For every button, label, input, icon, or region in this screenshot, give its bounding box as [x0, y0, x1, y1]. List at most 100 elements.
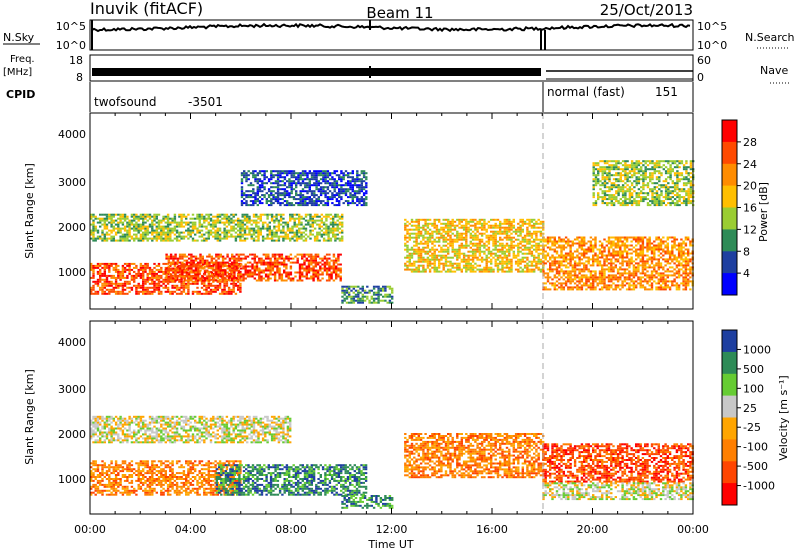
- heatmap-cell: [571, 252, 574, 255]
- heatmap-cell: [160, 290, 163, 293]
- heatmap-cell: [335, 174, 339, 177]
- heatmap-cell: [310, 198, 314, 201]
- heatmap-cell: [607, 280, 611, 283]
- heatmap-cell: [153, 274, 156, 277]
- heatmap-cell: [569, 260, 572, 263]
- heatmap-cell: [612, 266, 615, 269]
- heatmap-cell: [200, 213, 204, 216]
- heatmap-cell: [345, 295, 349, 298]
- heatmap-cell: [253, 253, 256, 256]
- heatmap-cell: [408, 234, 411, 237]
- heatmap-cell: [312, 279, 315, 282]
- heatmap-cell: [146, 239, 149, 242]
- heatmap-cell: [573, 250, 577, 253]
- heatmap-cell: [228, 279, 232, 282]
- heatmap-cell: [292, 176, 296, 179]
- heatmap-cell: [330, 273, 333, 276]
- heatmap-cell: [517, 268, 520, 271]
- heatmap-cell: [469, 218, 472, 221]
- heatmap-cell: [221, 261, 225, 264]
- heatmap-cell: [616, 278, 620, 281]
- heatmap-cell: [607, 236, 611, 239]
- heatmap-cell: [146, 288, 149, 291]
- heatmap-cell: [428, 238, 432, 241]
- heatmap-cell: [146, 215, 149, 218]
- heatmap-cell: [90, 229, 93, 232]
- heatmap-cell: [340, 186, 343, 189]
- heatmap-cell: [92, 235, 95, 238]
- heatmap-cell: [200, 239, 204, 242]
- heatmap-cell: [169, 279, 173, 282]
- heatmap-cell: [555, 252, 559, 255]
- heatmap-cell: [614, 274, 617, 277]
- heatmap-cell: [625, 282, 629, 285]
- heatmap-cell: [157, 223, 161, 226]
- heatmap-cell: [166, 229, 170, 232]
- heatmap-cell: [317, 170, 320, 173]
- heatmap-cell: [185, 217, 188, 220]
- heatmap-cell: [218, 280, 222, 283]
- heatmap-cell: [621, 262, 624, 265]
- heatmap-cell: [625, 250, 629, 253]
- heatmap-cell: [619, 284, 622, 287]
- heatmap-cell: [227, 215, 231, 218]
- heatmap-cell: [167, 265, 170, 268]
- heatmap-cell: [180, 284, 183, 287]
- heatmap-cell: [359, 299, 362, 302]
- heatmap-cell: [551, 270, 554, 273]
- heatmap-cell: [555, 266, 559, 269]
- heatmap-cell: [546, 260, 550, 263]
- heatmap-cell: [252, 204, 255, 207]
- heatmap-cell: [112, 282, 115, 285]
- heatmap-cell: [474, 218, 477, 221]
- heatmap-cell: [467, 222, 470, 225]
- heatmap-cell: [417, 266, 420, 269]
- heatmap-cell: [212, 274, 215, 277]
- heatmap-cell: [293, 223, 296, 226]
- heatmap-cell: [578, 270, 581, 273]
- heatmap-cell: [451, 264, 454, 267]
- heatmap-cell: [480, 270, 484, 273]
- heatmap-cell: [105, 264, 109, 267]
- heatmap-cell: [114, 262, 118, 265]
- heatmap-cell: [90, 233, 93, 236]
- heatmap-cell: [259, 219, 262, 222]
- heatmap-cell: [256, 186, 259, 189]
- heatmap-cell: [261, 180, 264, 183]
- heatmap-cell: [596, 260, 599, 263]
- heatmap-cell: [580, 248, 584, 251]
- heatmap-cell: [251, 271, 254, 274]
- heatmap-cell: [248, 219, 251, 222]
- heatmap-cell: [266, 225, 269, 228]
- heatmap-cell: [356, 174, 359, 177]
- heatmap-cell: [252, 188, 255, 191]
- heatmap-cell: [517, 250, 520, 253]
- heatmap-cell: [587, 256, 590, 259]
- heatmap-cell: [469, 224, 472, 227]
- heatmap-cell: [153, 290, 156, 293]
- heatmap-cell: [298, 223, 301, 226]
- heatmap-cell: [207, 231, 210, 234]
- heatmap-cell: [185, 267, 189, 270]
- heatmap-cell: [316, 239, 319, 242]
- heatmap-cell: [173, 227, 177, 230]
- heatmap-cell: [169, 223, 172, 226]
- heatmap-cell: [490, 218, 493, 221]
- heatmap-cell: [280, 279, 284, 282]
- heatmap-cell: [333, 186, 336, 189]
- heatmap-cell: [235, 265, 238, 268]
- heatmap-cell: [458, 246, 461, 249]
- heatmap-cell: [237, 257, 241, 260]
- heatmap-cell: [316, 279, 320, 282]
- heatmap-cell: [101, 231, 104, 234]
- heatmap-cell: [305, 259, 308, 262]
- heatmap-cell: [587, 248, 590, 251]
- heatmap-cell: [494, 240, 497, 243]
- heatmap-cell: [357, 293, 360, 296]
- heatmap-cell: [415, 224, 418, 227]
- heatmap-cell: [467, 268, 470, 271]
- heatmap-cell: [248, 217, 251, 220]
- heatmap-cell: [180, 292, 183, 295]
- heatmap-cell: [347, 172, 350, 175]
- heatmap-cell: [438, 238, 441, 241]
